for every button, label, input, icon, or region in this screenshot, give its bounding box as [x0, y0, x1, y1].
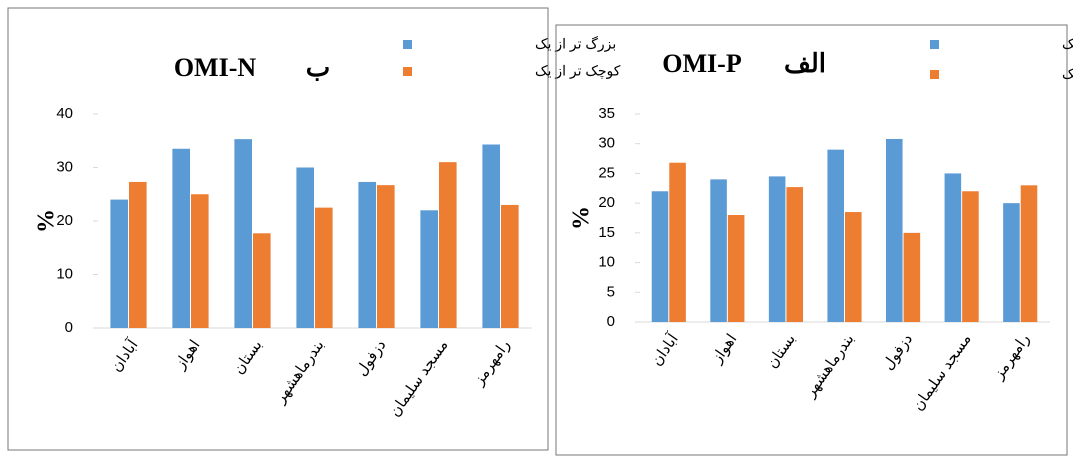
bar — [786, 187, 803, 322]
bar — [886, 138, 903, 322]
y-tick-label: 15 — [598, 224, 615, 241]
y-tick-label: 25 — [598, 164, 615, 181]
y-tick-label: 30 — [598, 135, 615, 152]
bar — [172, 148, 190, 328]
y-axis-label: % — [34, 209, 60, 233]
chart-title: OMI-P — [662, 49, 742, 78]
bar — [827, 149, 844, 322]
bar — [944, 173, 962, 322]
y-tick-label: 0 — [607, 313, 615, 330]
panel-label: ب — [306, 53, 330, 82]
legend-label: بزرگ تر از یک — [535, 36, 616, 53]
bar — [315, 207, 333, 328]
panel-label: الف — [784, 49, 826, 78]
bar — [768, 176, 786, 322]
y-tick-label: 30 — [56, 158, 73, 175]
legend-swatch — [930, 40, 939, 49]
chart-frame — [7, 7, 549, 451]
bar — [903, 232, 921, 322]
bar — [727, 215, 745, 322]
legend-label: بزرگ تر از یک — [1062, 36, 1073, 53]
legend-label: کوچک تر از یک — [535, 63, 621, 80]
bar — [1003, 203, 1020, 322]
bar — [845, 212, 862, 322]
bar — [501, 204, 519, 328]
y-tick-label: 10 — [598, 254, 615, 271]
bar — [420, 210, 438, 328]
chart-title: OMI-N — [174, 53, 257, 82]
bar — [669, 162, 686, 322]
legend-label: کوچک تر از یک — [1062, 66, 1073, 83]
bar — [482, 144, 500, 328]
bar — [110, 199, 128, 328]
bar — [191, 194, 209, 328]
bar — [358, 181, 376, 328]
y-tick-label: 35 — [598, 105, 615, 122]
legend-swatch — [403, 40, 412, 49]
y-tick-label: 0 — [65, 319, 73, 336]
bar — [234, 139, 252, 328]
legend-swatch — [930, 70, 939, 79]
bar — [651, 191, 669, 322]
y-tick-label: 20 — [56, 212, 73, 229]
bar — [1020, 185, 1038, 322]
bar — [253, 233, 271, 328]
y-axis-label: % — [569, 206, 595, 230]
chart-frame — [555, 24, 1068, 456]
bar — [439, 162, 457, 328]
y-tick-label: 20 — [598, 194, 615, 211]
bar — [296, 167, 314, 328]
y-tick-label: 40 — [56, 105, 73, 122]
bar — [377, 185, 395, 328]
bar — [710, 179, 727, 322]
bar — [129, 181, 147, 328]
bar — [962, 191, 979, 322]
y-tick-label: 10 — [56, 265, 73, 282]
y-tick-label: 5 — [607, 283, 615, 300]
legend-swatch — [403, 67, 412, 76]
